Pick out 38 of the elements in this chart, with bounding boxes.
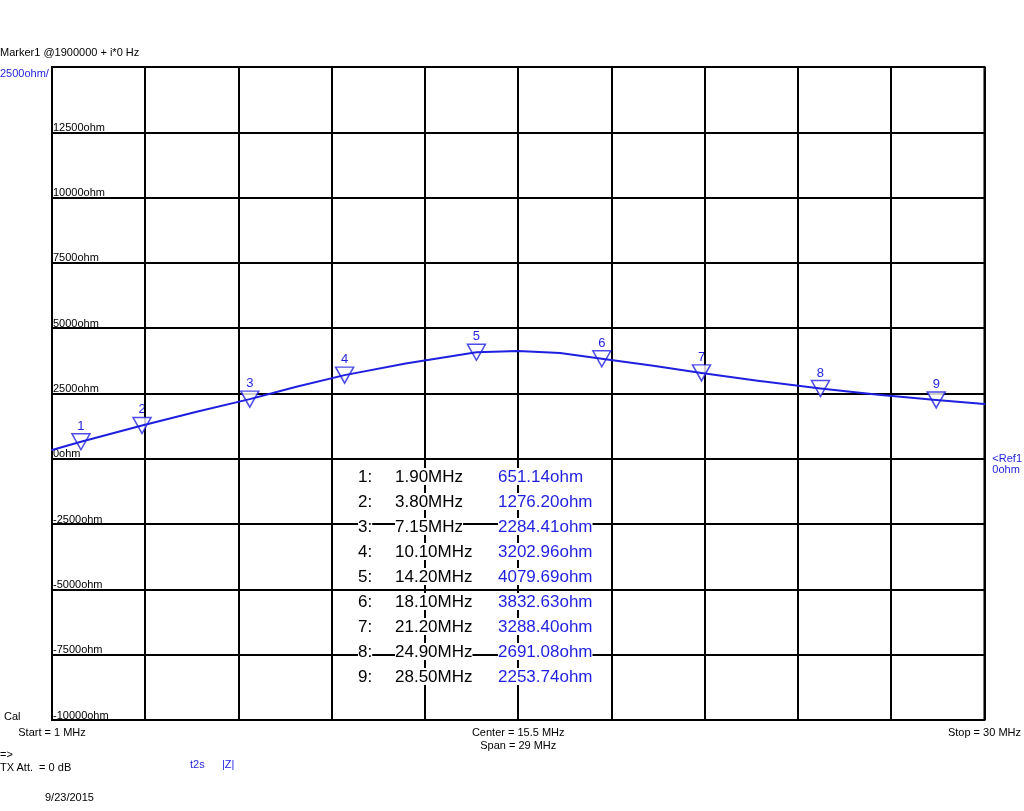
- text: TX Att. = 0 dB: [0, 760, 72, 773]
- annotation: 8: [816, 364, 825, 380]
- text: 3: 7.15MHz 2284.41ohm: [358, 517, 593, 536]
- text: 5: 14.20MHz 4079.69ohm: [358, 567, 593, 586]
- text: 7: 21.20MHz 3288.40ohm: [358, 617, 593, 636]
- text: 6: 18.10MHz 3832.63ohm: [358, 592, 593, 611]
- text: Cal: [4, 709, 21, 722]
- annotation: 5: [472, 328, 481, 344]
- x-tick-label: Stop = 30 MHz: [947, 725, 1022, 738]
- text: 2: 3.80MHz 1276.20ohm: [358, 492, 593, 511]
- y-tick-label: 2500ohm: [53, 382, 99, 394]
- y-tick-label: -2500ohm: [53, 512, 103, 525]
- text: Marker1 @1900000 + i*0 Hz: [0, 45, 140, 58]
- text: <Ref1 0ohm: [992, 451, 1023, 475]
- annotation: 9: [932, 375, 940, 391]
- y-tick-label: -7500ohm: [53, 643, 103, 656]
- text: |Z|: [222, 757, 235, 770]
- annotation: 3: [246, 375, 254, 391]
- annotation: 1: [77, 417, 85, 433]
- x-tick-label: Center = 15.5 MHz Span = 29 MHz: [471, 725, 565, 751]
- y-tick-label: -5000ohm: [53, 577, 103, 590]
- text: t2s: [190, 757, 206, 770]
- y-tick-label: 7500ohm: [53, 251, 99, 264]
- annotation: 6: [598, 334, 606, 350]
- text: 8: 24.90MHz 2691.08ohm: [358, 642, 593, 661]
- annotation: 4: [340, 351, 349, 367]
- text: 2500ohm/: [0, 66, 50, 79]
- text: 9: 28.50MHz 2253.74ohm: [358, 667, 593, 686]
- x-tick-label: Start = 1 MHz: [18, 725, 86, 738]
- y-tick-label: 0ohm: [53, 447, 81, 460]
- y-tick-label: -10000ohm: [53, 708, 109, 721]
- y-tick-label: 5000ohm: [53, 316, 99, 329]
- y-tick-label: 12500ohm: [53, 120, 105, 133]
- text: 4: 10.10MHz 3202.96ohm: [358, 542, 593, 561]
- y-tick-label: 10000ohm: [53, 186, 105, 199]
- text: =>: [0, 747, 13, 760]
- text: 1: 1.90MHz 651.14ohm: [358, 467, 584, 486]
- text: 9/23/2015: [45, 790, 94, 803]
